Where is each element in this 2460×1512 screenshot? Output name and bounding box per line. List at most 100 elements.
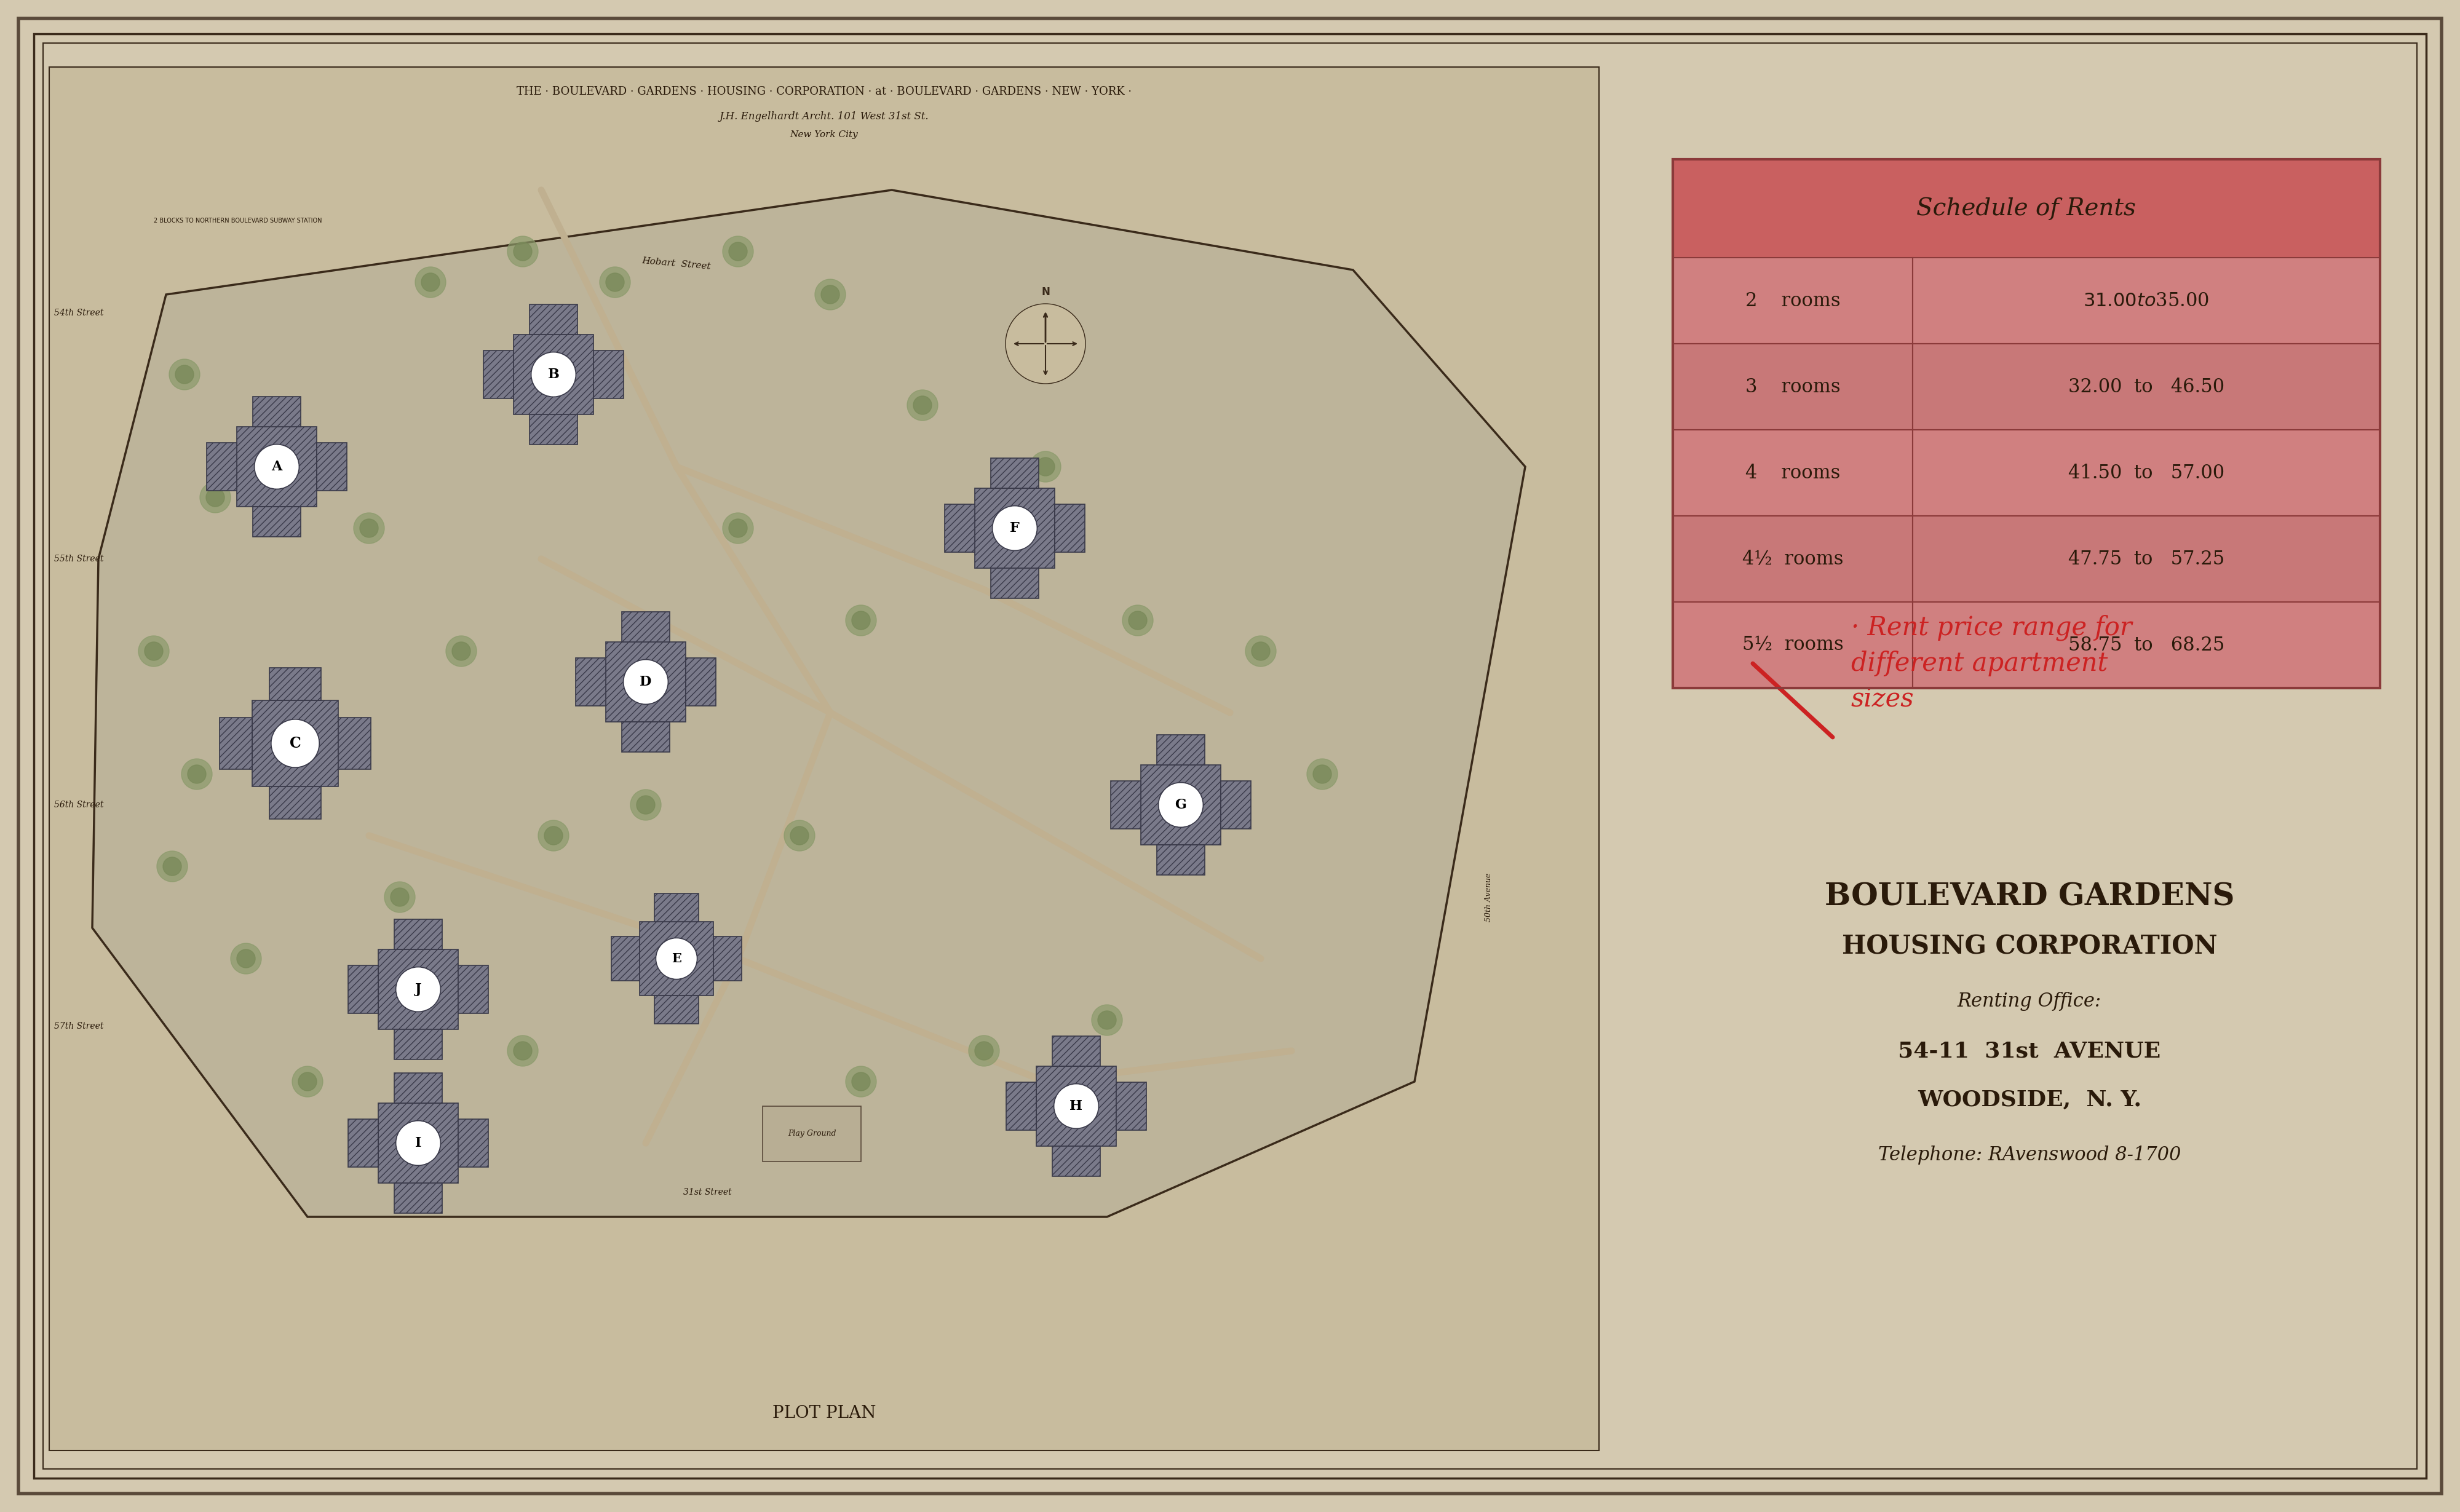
Text: H: H — [1070, 1099, 1082, 1113]
Circle shape — [991, 507, 1038, 550]
Circle shape — [354, 513, 384, 543]
Bar — [529, 414, 578, 445]
Text: New York City: New York City — [790, 130, 859, 139]
Text: 3    rooms: 3 rooms — [1744, 376, 1840, 396]
Circle shape — [236, 950, 256, 968]
Bar — [713, 936, 740, 981]
Text: 5½  rooms: 5½ rooms — [1742, 635, 1843, 655]
Circle shape — [170, 358, 199, 390]
Bar — [236, 426, 317, 507]
Circle shape — [453, 643, 470, 661]
Bar — [1914, 516, 2381, 602]
Circle shape — [1306, 759, 1338, 789]
Circle shape — [605, 274, 625, 292]
Text: G: G — [1176, 798, 1186, 812]
Circle shape — [507, 236, 539, 266]
Bar — [1109, 780, 1141, 829]
Bar — [991, 458, 1038, 488]
Circle shape — [814, 280, 846, 310]
Circle shape — [157, 851, 187, 881]
Circle shape — [846, 605, 876, 635]
Bar — [1673, 159, 2381, 257]
Circle shape — [293, 1066, 322, 1096]
Text: A: A — [271, 460, 283, 473]
Circle shape — [539, 820, 568, 851]
Bar — [593, 351, 625, 399]
Bar — [1141, 765, 1220, 845]
Circle shape — [790, 827, 809, 845]
Circle shape — [1092, 1004, 1122, 1036]
Circle shape — [723, 236, 753, 266]
Circle shape — [421, 274, 440, 292]
Circle shape — [1006, 304, 1085, 384]
Circle shape — [138, 635, 170, 667]
Bar — [576, 658, 605, 706]
Circle shape — [1314, 765, 1331, 783]
Circle shape — [396, 1120, 440, 1166]
Circle shape — [1097, 1012, 1117, 1030]
Text: D: D — [640, 676, 652, 688]
Bar — [1673, 516, 1914, 602]
Circle shape — [846, 1066, 876, 1096]
Circle shape — [1053, 1084, 1100, 1128]
Circle shape — [1031, 451, 1060, 482]
Bar — [1673, 159, 2381, 688]
Circle shape — [1252, 643, 1269, 661]
Circle shape — [723, 513, 753, 543]
Circle shape — [1159, 783, 1203, 827]
Bar — [253, 507, 300, 537]
Circle shape — [445, 635, 477, 667]
Bar — [49, 67, 1599, 1450]
Circle shape — [728, 242, 748, 260]
Text: 50th Avenue: 50th Avenue — [1483, 872, 1493, 921]
Bar — [1673, 257, 1914, 343]
Circle shape — [253, 445, 300, 488]
Bar — [347, 965, 379, 1013]
Text: 55th Street: 55th Street — [54, 555, 103, 564]
Circle shape — [913, 396, 932, 414]
Bar — [317, 443, 347, 491]
Bar — [458, 1119, 490, 1167]
Circle shape — [507, 1036, 539, 1066]
Text: Renting Office:: Renting Office: — [1958, 992, 2101, 1012]
Text: $31.00  to  $35.00: $31.00 to $35.00 — [2084, 292, 2209, 310]
Text: BOULEVARD GARDENS: BOULEVARD GARDENS — [1825, 881, 2234, 912]
Circle shape — [969, 1036, 999, 1066]
Bar — [1117, 1083, 1146, 1129]
Bar — [622, 611, 669, 643]
Text: 4    rooms: 4 rooms — [1744, 463, 1840, 482]
Circle shape — [514, 1042, 531, 1060]
Polygon shape — [93, 191, 1525, 1217]
Circle shape — [175, 366, 194, 384]
Bar — [529, 304, 578, 334]
Text: I: I — [416, 1137, 421, 1149]
Text: HOUSING CORPORATION: HOUSING CORPORATION — [1843, 933, 2216, 959]
Circle shape — [384, 881, 416, 912]
Bar — [1006, 1083, 1036, 1129]
Bar — [1673, 429, 1914, 516]
Text: · Rent price range for
different apartment
sizes: · Rent price range for different apartme… — [1852, 614, 2133, 712]
Text: 56th Street: 56th Street — [54, 800, 103, 809]
Circle shape — [622, 659, 669, 705]
Circle shape — [207, 488, 224, 507]
Bar — [613, 936, 640, 981]
Circle shape — [359, 519, 379, 537]
Text: 4½  rooms: 4½ rooms — [1742, 549, 1843, 569]
Circle shape — [531, 352, 576, 396]
Circle shape — [298, 1072, 317, 1090]
Text: PLOT PLAN: PLOT PLAN — [772, 1405, 876, 1421]
Circle shape — [391, 888, 408, 906]
Bar — [640, 922, 713, 995]
Circle shape — [822, 286, 839, 304]
Bar — [514, 334, 593, 414]
Circle shape — [785, 820, 814, 851]
Circle shape — [657, 937, 696, 980]
Text: 57th Street: 57th Street — [54, 1022, 103, 1031]
Circle shape — [600, 266, 630, 298]
Circle shape — [544, 827, 563, 845]
Bar — [686, 658, 716, 706]
Text: Schedule of Rents: Schedule of Rents — [1916, 197, 2135, 219]
Bar — [394, 919, 443, 950]
Bar — [1673, 602, 1914, 688]
Bar — [763, 1107, 861, 1161]
